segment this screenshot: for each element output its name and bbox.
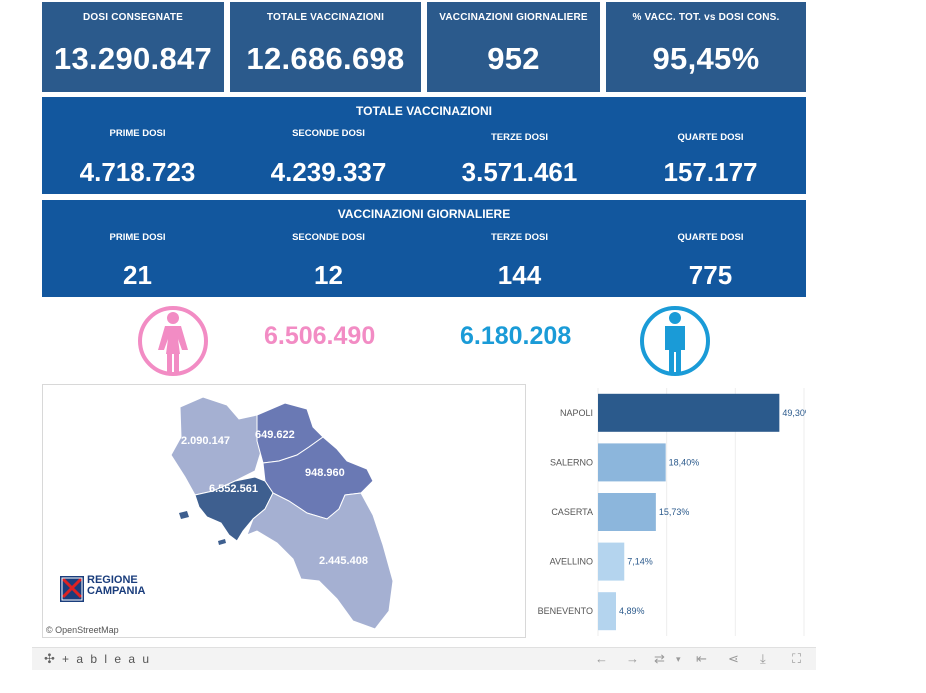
band-col-label: PRIME DOSI <box>109 128 166 139</box>
band-value: 144 <box>497 260 542 290</box>
band-col-label: QUARTE DOSI <box>677 132 744 143</box>
regione-campania-logo-icon <box>60 576 84 602</box>
kpi-dosi-consegnate: DOSI CONSEGNATE 13.290.847 <box>42 2 224 92</box>
bar-category-label: SALERNO <box>550 457 593 467</box>
map-attribution[interactable]: © OpenStreetMap <box>46 625 119 635</box>
band-col-terze: TERZE DOSI <box>424 132 615 143</box>
tableau-logo-icon[interactable]: ✣ <box>44 651 55 666</box>
map-label-caserta: 2.090.147 <box>181 435 230 447</box>
kpi-value: 13.290.847 <box>53 41 213 76</box>
kpi-label: DOSI CONSEGNATE <box>82 12 184 23</box>
kpi-value: 952 <box>487 41 540 76</box>
band-col-terze: TERZE DOSI <box>424 232 615 243</box>
band-value: 3.571.461 <box>461 157 578 187</box>
band-col-label: TERZE DOSI <box>490 132 548 143</box>
regione-campania-text: REGIONE CAMPANIA <box>87 575 145 597</box>
province-map[interactable] <box>43 385 526 638</box>
band-col-label: SECONDE DOSI <box>292 128 365 139</box>
bar-napoli[interactable] <box>598 393 780 432</box>
download-icon[interactable]: ⤓ <box>760 651 766 666</box>
undo-icon[interactable]: ← <box>595 651 608 666</box>
band-value: 4.239.337 <box>270 157 387 187</box>
band-col-quarte: QUARTE DOSI <box>615 132 806 143</box>
band-col-seconde: SECONDE DOSI <box>233 232 424 243</box>
bar-chart-svg: NAPOLI 49,30% SALERNO 18,40% CASERTA 15,73% AV… <box>538 388 806 636</box>
male-icon <box>640 306 710 376</box>
band-col-prime: PRIME DOSI <box>42 128 233 139</box>
province-caserta <box>170 396 264 496</box>
bar-value-label: 7,14% <box>627 557 653 567</box>
map-label-avellino: 948.960 <box>305 467 345 479</box>
band-value: 21 <box>123 260 152 290</box>
kpi-value: 12.686.698 <box>246 41 405 76</box>
band-title: TOTALE VACCINAZIONI <box>356 104 492 118</box>
vaccinazioni-giornaliere-band: VACCINAZIONI GIORNALIERE PRIME DOSI SECO… <box>42 200 806 297</box>
bar-category-label: CASERTA <box>551 507 593 517</box>
band-col-prime: PRIME DOSI <box>42 232 233 243</box>
fullscreen-icon[interactable]: ⛶ <box>792 651 802 666</box>
female-icon <box>138 306 208 376</box>
kpi-totale-vaccinazioni: TOTALE VACCINAZIONI 12.686.698 <box>230 2 421 92</box>
kpi-label: % VACC. TOT. vs DOSI CONS. <box>632 12 780 23</box>
map-campania[interactable]: 2.090.147 649.622 948.960 6.552.561 2.44… <box>42 384 526 638</box>
province-salerno <box>246 492 394 630</box>
bar-salerno[interactable] <box>598 443 666 482</box>
bar-value-label: 15,73% <box>659 507 690 517</box>
bar-caserta[interactable] <box>598 493 656 531</box>
map-label-napoli: 6.552.561 <box>209 483 258 495</box>
band-col-label: PRIME DOSI <box>109 232 166 243</box>
logo-line-1: REGIONE <box>87 574 138 586</box>
revert-icon[interactable]: ⇄ <box>654 651 665 666</box>
band-col-label: QUARTE DOSI <box>677 232 744 243</box>
bar-category-label: NAPOLI <box>560 408 593 418</box>
band-value: 775 <box>688 260 733 290</box>
male-total: 6.180.208 <box>460 322 572 350</box>
bar-value-label: 18,40% <box>669 457 700 467</box>
bar-avellino[interactable] <box>598 542 625 581</box>
female-total: 6.506.490 <box>264 322 376 350</box>
revert-dropdown-icon[interactable]: ▾ <box>676 654 681 664</box>
band-col-seconde: SECONDE DOSI <box>233 128 424 139</box>
kpi-value: 95,45% <box>652 41 760 76</box>
tableau-toolbar: ✣ + a b l e a u ← → ⇄ ▾ ⇤ ⋖ ⤓ ⛶ <box>32 647 816 670</box>
map-label-salerno: 2.445.408 <box>319 555 368 567</box>
band-col-quarte: QUARTE DOSI <box>615 232 806 243</box>
bar-value-label: 4,89% <box>619 606 645 616</box>
province-bar-chart: NAPOLI 49,30% SALERNO 18,40% CASERTA 15,73% AV… <box>528 384 806 638</box>
share-icon[interactable]: ⋖ <box>728 651 739 666</box>
band-value: 157.177 <box>663 157 758 187</box>
band-value: 12 <box>314 260 343 290</box>
kpi-label: VACCINAZIONI GIORNALIERE <box>439 12 588 23</box>
bar-category-label: BENEVENTO <box>538 606 593 616</box>
redo-icon[interactable]: → <box>626 651 639 666</box>
bar-category-label: AVELLINO <box>550 557 593 567</box>
kpi-percent-vacc: % VACC. TOT. vs DOSI CONS. 95,45% <box>606 2 806 92</box>
band-col-label: SECONDE DOSI <box>292 232 365 243</box>
pause-icon[interactable]: ⇤ <box>696 651 707 666</box>
totale-vaccinazioni-band: TOTALE VACCINAZIONI PRIME DOSI SECONDE D… <box>42 97 806 194</box>
tableau-brand[interactable]: + a b l e a u <box>62 652 152 666</box>
logo-line-2: CAMPANIA <box>87 585 146 597</box>
kpi-label: TOTALE VACCINAZIONI <box>266 12 385 23</box>
bar-value-label: 49,30% <box>782 408 806 418</box>
island-ischia <box>179 511 189 519</box>
island-capri <box>218 539 226 545</box>
band-title: VACCINAZIONI GIORNALIERE <box>337 207 511 221</box>
band-value: 4.718.723 <box>79 157 196 187</box>
bar-benevento[interactable] <box>598 592 616 631</box>
band-col-label: TERZE DOSI <box>490 232 548 243</box>
map-label-benevento: 649.622 <box>255 429 295 441</box>
kpi-vaccinazioni-giornaliere: VACCINAZIONI GIORNALIERE 952 <box>427 2 600 92</box>
